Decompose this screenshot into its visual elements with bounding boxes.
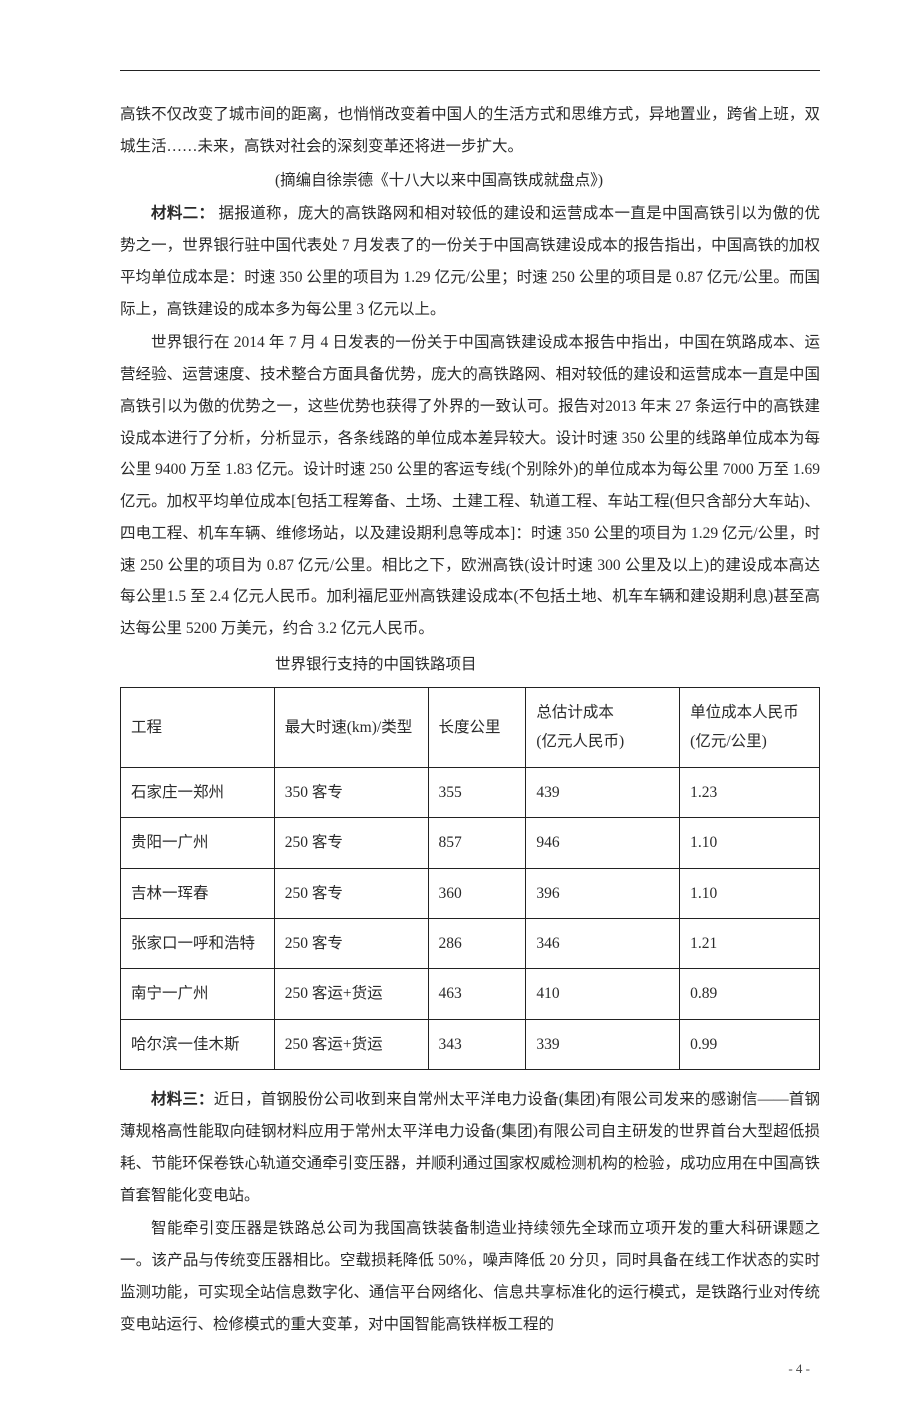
citation-1: (摘编自徐崇德《十八大以来中国高铁成就盘点》) [120,165,820,197]
paragraph-2b: 世界银行在 2014 年 7 月 4 日发表的一份关于中国高铁建设成本报告中指出… [120,327,820,645]
paragraph-1: 高铁不仅改变了城市间的距离，也悄悄改变着中国人的生活方式和思维方式，异地置业，跨… [120,99,820,163]
table-row: 哈尔滨一佳木斯 250 客运+货运 343 339 0.99 [121,1019,820,1069]
cell-unit: 0.99 [680,1019,820,1069]
paragraph-3a: 材料三：近日，首钢股份公司收到来自常州太平洋电力设备(集团)有限公司发来的感谢信… [120,1084,820,1211]
cell-total: 396 [526,868,680,918]
rail-projects-table: 工程 最大时速(km)/类型 长度公里 总估计成本(亿元人民币) 单位成本人民币… [120,687,820,1071]
cell-project: 贵阳一广州 [121,818,275,868]
page-number: - 4 - [788,1356,810,1383]
cell-project: 吉林一珲春 [121,868,275,918]
cell-length: 463 [428,969,526,1019]
paragraph-2a-text: 据报道称，庞大的高铁路网和相对较低的建设和运营成本一直是中国高铁引以为傲的优势之… [120,205,820,317]
cell-length: 857 [428,818,526,868]
table-row: 南宁一广州 250 客运+货运 463 410 0.89 [121,969,820,1019]
header-rule [120,70,820,71]
th-total-cost: 总估计成本(亿元人民币) [526,687,680,767]
cell-speed: 250 客专 [274,868,428,918]
document-page: 高铁不仅改变了城市间的距离，也悄悄改变着中国人的生活方式和思维方式，异地置业，跨… [0,0,920,1402]
cell-length: 343 [428,1019,526,1069]
table-row: 石家庄一郑州 350 客专 355 439 1.23 [121,767,820,817]
paragraph-3b: 智能牵引变压器是铁路总公司为我国高铁装备制造业持续领先全球而立项开发的重大科研课… [120,1213,820,1340]
cell-project: 石家庄一郑州 [121,767,275,817]
cell-project: 张家口一呼和浩特 [121,918,275,968]
cell-unit: 1.10 [680,868,820,918]
cell-unit: 1.23 [680,767,820,817]
cell-total: 946 [526,818,680,868]
table-row: 吉林一珲春 250 客专 360 396 1.10 [121,868,820,918]
cell-speed: 250 客运+货运 [274,969,428,1019]
cell-unit: 1.10 [680,818,820,868]
th-length: 长度公里 [428,687,526,767]
cell-unit: 0.89 [680,969,820,1019]
table-caption: 世界银行支持的中国铁路项目 [120,649,820,681]
paragraph-2a: 材料二： 据报道称，庞大的高铁路网和相对较低的建设和运营成本一直是中国高铁引以为… [120,198,820,325]
cell-length: 360 [428,868,526,918]
th-speed-type: 最大时速(km)/类型 [274,687,428,767]
cell-total: 439 [526,767,680,817]
paragraph-3a-text: 近日，首钢股份公司收到来自常州太平洋电力设备(集团)有限公司发来的感谢信——首钢… [120,1091,820,1203]
cell-speed: 250 客专 [274,918,428,968]
cell-length: 286 [428,918,526,968]
cell-speed: 250 客运+货运 [274,1019,428,1069]
material-2-label: 材料二： [151,205,214,222]
table-header-row: 工程 最大时速(km)/类型 长度公里 总估计成本(亿元人民币) 单位成本人民币… [121,687,820,767]
cell-speed: 350 客专 [274,767,428,817]
table-body: 石家庄一郑州 350 客专 355 439 1.23 贵阳一广州 250 客专 … [121,767,820,1070]
th-project: 工程 [121,687,275,767]
material-3-label: 材料三： [151,1091,214,1108]
table-row: 张家口一呼和浩特 250 客专 286 346 1.21 [121,918,820,968]
cell-project: 南宁一广州 [121,969,275,1019]
cell-speed: 250 客专 [274,818,428,868]
cell-total: 410 [526,969,680,1019]
cell-total: 339 [526,1019,680,1069]
table-row: 贵阳一广州 250 客专 857 946 1.10 [121,818,820,868]
th-unit-cost: 单位成本人民币(亿元/公里) [680,687,820,767]
cell-total: 346 [526,918,680,968]
cell-unit: 1.21 [680,918,820,968]
cell-length: 355 [428,767,526,817]
cell-project: 哈尔滨一佳木斯 [121,1019,275,1069]
